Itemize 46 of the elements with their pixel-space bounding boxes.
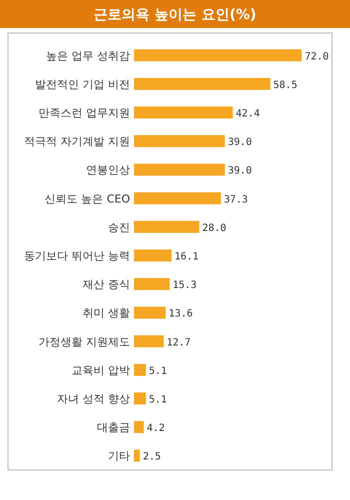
data-label: 37.3 bbox=[224, 194, 248, 206]
data-label: 72.0 bbox=[304, 51, 329, 62]
data-label: 58.5 bbox=[273, 80, 298, 91]
y-tick-label: 적극적 자기계발 지원 bbox=[24, 135, 130, 148]
data-label: 5.1 bbox=[148, 394, 167, 406]
data-label: 39.0 bbox=[228, 166, 252, 177]
data-label: 5.1 bbox=[148, 366, 167, 377]
y-tick-label: 대출금 bbox=[97, 421, 130, 434]
y-tick-label: 재산 증식 bbox=[82, 278, 130, 292]
bar bbox=[134, 49, 302, 62]
data-label: 28.0 bbox=[202, 222, 226, 234]
y-tick-label: 자녀 성적 향상 bbox=[57, 392, 130, 406]
data-label: 2.5 bbox=[142, 452, 161, 463]
bar bbox=[134, 250, 172, 262]
bar bbox=[134, 192, 221, 204]
bar bbox=[134, 450, 140, 462]
data-label: 42.4 bbox=[236, 108, 260, 120]
data-label: 12.7 bbox=[166, 337, 191, 348]
y-tick-label: 높은 업무 성취감 bbox=[46, 49, 130, 62]
y-tick-label: 승진 bbox=[108, 220, 130, 234]
data-label: 39.0 bbox=[228, 137, 252, 148]
data-label: 13.6 bbox=[168, 308, 193, 320]
y-tick-label: 만족스런 업무지원 bbox=[38, 106, 130, 120]
data-label: 15.3 bbox=[172, 280, 197, 292]
bar bbox=[134, 164, 225, 176]
y-tick-label: 교육비 압박 bbox=[72, 364, 130, 377]
bar bbox=[134, 364, 146, 376]
chart-title: 근로의욕 높이는 요인(%) bbox=[94, 7, 256, 23]
bar bbox=[134, 392, 146, 404]
bar bbox=[134, 78, 270, 90]
data-label: 4.2 bbox=[146, 423, 165, 434]
y-tick-label: 동기보다 뛰어난 능력 bbox=[24, 250, 130, 262]
bar bbox=[134, 306, 166, 319]
y-tick-label: 취미 생활 bbox=[82, 306, 130, 320]
y-tick-label: 기타 bbox=[108, 450, 130, 463]
y-tick-label: 발전적인 기업 비전 bbox=[35, 78, 130, 91]
bar bbox=[134, 421, 144, 434]
y-tick-label: 가정생활 지원제도 bbox=[38, 335, 130, 348]
bar bbox=[134, 278, 170, 290]
bar bbox=[134, 135, 225, 148]
bar bbox=[134, 106, 233, 118]
bar bbox=[134, 335, 164, 348]
data-label: 16.1 bbox=[174, 252, 199, 262]
y-tick-label: 연봉인상 bbox=[86, 164, 130, 177]
bar bbox=[134, 220, 200, 233]
y-tick-label: 신뢰도 높은 CEO bbox=[44, 192, 130, 206]
